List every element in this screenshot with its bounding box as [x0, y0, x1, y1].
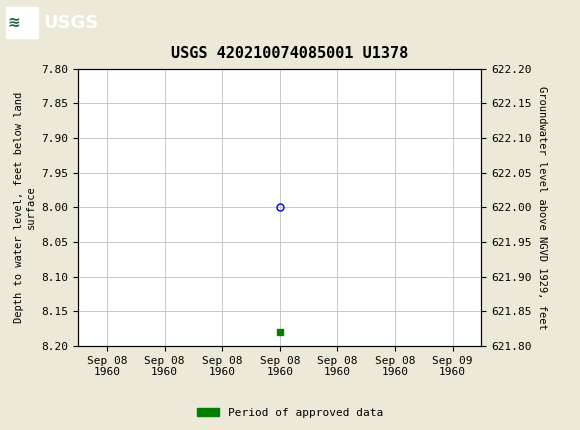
Y-axis label: Depth to water level, feet below land
surface: Depth to water level, feet below land su…	[14, 92, 36, 323]
Text: ≋: ≋	[8, 15, 20, 30]
Legend: Period of approved data: Period of approved data	[193, 403, 387, 422]
Text: USGS: USGS	[44, 14, 99, 31]
Bar	[6, 7, 38, 38]
Y-axis label: Groundwater level above NGVD 1929, feet: Groundwater level above NGVD 1929, feet	[537, 86, 547, 329]
Text: USGS 420210074085001 U1378: USGS 420210074085001 U1378	[171, 46, 409, 61]
